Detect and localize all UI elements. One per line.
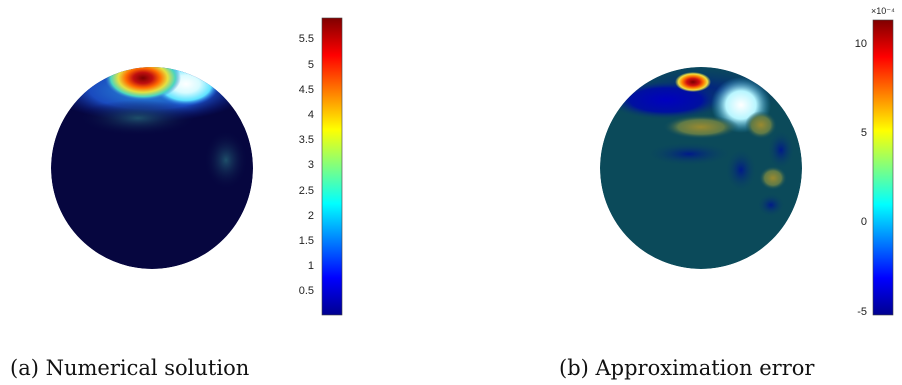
colorbar-tick: 5.5 bbox=[298, 33, 314, 45]
colorbar-exponent: ×10⁻⁴ bbox=[871, 6, 895, 16]
colorbar bbox=[321, 17, 343, 316]
colorbar-tick: 4 bbox=[307, 109, 314, 121]
colorbar-tick: 0 bbox=[860, 216, 867, 228]
colorbar-tick: 0.5 bbox=[298, 285, 314, 297]
figure-caption: (b) Approximation error bbox=[559, 356, 815, 380]
colorbar-tick: 5 bbox=[307, 59, 314, 71]
figure-caption: (a) Numerical solution bbox=[10, 356, 250, 380]
colorbar bbox=[872, 19, 894, 316]
colorbar-tick: 4.5 bbox=[298, 84, 314, 96]
colorbar-tick: -5 bbox=[857, 306, 867, 318]
approximation-error-plot bbox=[600, 19, 894, 316]
figure-panel-approximation-error: ×10⁻⁴ -5 0 5 10 (b) Approximation error bbox=[451, 0, 902, 385]
colorbar-tick: 2 bbox=[307, 210, 314, 222]
colorbar-tick: 3.5 bbox=[298, 134, 314, 146]
colorbar-tick: 10 bbox=[854, 38, 867, 50]
colorbar-tick: 1.5 bbox=[298, 235, 314, 247]
colorbar-tick: 1 bbox=[307, 260, 314, 272]
colorbar-tick: 5 bbox=[860, 127, 867, 139]
colorbar-tick: 3 bbox=[307, 159, 314, 171]
sphere-surface bbox=[600, 67, 802, 269]
colorbar-tick: 2.5 bbox=[298, 185, 314, 197]
figure-panel-numerical-solution: 0.5 1 1.5 2 2.5 3 3.5 4 4.5 5 5.5 (a) Nu… bbox=[10, 17, 343, 380]
sphere-surface bbox=[51, 67, 253, 269]
numerical-solution-plot bbox=[51, 17, 343, 316]
